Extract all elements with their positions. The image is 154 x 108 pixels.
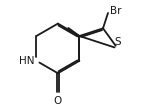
Text: O: O xyxy=(54,96,62,106)
Text: Br: Br xyxy=(110,6,122,16)
Text: HN: HN xyxy=(19,56,35,66)
Text: S: S xyxy=(114,37,121,47)
